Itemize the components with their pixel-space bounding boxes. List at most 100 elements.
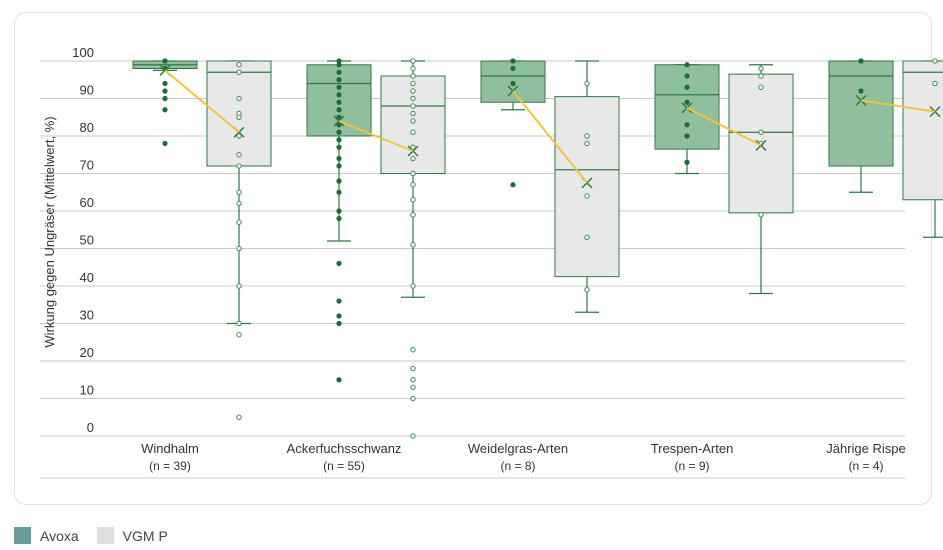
data-point xyxy=(162,95,168,102)
y-tick-label: 40 xyxy=(80,270,94,285)
data-point xyxy=(410,365,416,372)
data-point xyxy=(336,155,342,162)
data-point xyxy=(410,58,416,64)
data-point xyxy=(684,122,690,128)
box-avoxa xyxy=(654,62,720,175)
data-point xyxy=(336,114,342,120)
data-point xyxy=(684,159,690,165)
x-tick-sublabel: (n = 8) xyxy=(500,459,535,473)
y-tick-label: 10 xyxy=(80,383,94,398)
data-point xyxy=(336,137,342,143)
legend-swatch-avoxa xyxy=(14,527,31,544)
data-point xyxy=(236,114,242,120)
data-point xyxy=(410,395,416,402)
data-point xyxy=(236,95,242,102)
mean-connector xyxy=(164,69,240,134)
x-tick-sublabel: (n = 4) xyxy=(848,459,883,473)
data-point xyxy=(236,414,242,420)
data-point xyxy=(410,433,416,439)
data-point xyxy=(336,189,342,195)
data-point xyxy=(410,103,416,109)
data-point xyxy=(510,65,516,72)
data-point xyxy=(584,193,590,199)
data-point xyxy=(162,140,168,147)
data-point xyxy=(336,62,342,68)
data-point xyxy=(410,65,416,72)
data-point xyxy=(410,283,416,289)
data-point xyxy=(510,80,516,87)
y-tick-label: 50 xyxy=(80,233,94,248)
box-vgm-p xyxy=(554,60,620,313)
data-point xyxy=(684,133,690,139)
data-point xyxy=(510,58,516,64)
data-point xyxy=(410,377,416,383)
mean-lines xyxy=(164,69,936,184)
data-point xyxy=(336,69,342,75)
data-point xyxy=(758,65,764,72)
data-point xyxy=(410,155,416,162)
data-point xyxy=(162,58,168,64)
data-point xyxy=(236,245,242,252)
data-point xyxy=(236,163,242,169)
data-point xyxy=(336,122,342,128)
data-point xyxy=(684,99,690,105)
data-point xyxy=(236,200,242,207)
data-point xyxy=(336,178,342,184)
data-point xyxy=(410,144,416,150)
data-point xyxy=(336,260,342,267)
box-iqr xyxy=(828,60,894,167)
box-avoxa xyxy=(306,58,372,383)
data-point xyxy=(410,73,416,79)
data-point xyxy=(236,332,242,338)
legend-item-avoxa[interactable]: Avoxa xyxy=(14,527,79,544)
data-point xyxy=(410,110,416,117)
legend-swatch-vgm-p xyxy=(96,527,114,544)
box-vgm-p xyxy=(728,64,794,295)
data-point xyxy=(510,182,516,188)
data-point xyxy=(410,170,416,177)
legend-item-vgm-p[interactable]: VGM P xyxy=(96,527,168,544)
data-point xyxy=(584,80,590,87)
y-tick-label: 70 xyxy=(80,158,94,173)
data-point xyxy=(336,298,342,304)
data-point xyxy=(336,84,342,90)
data-point xyxy=(758,84,764,90)
data-point xyxy=(858,58,864,64)
x-tick-labels: Windhalm (n = 39) Ackerfuchsschwanz (n = 55… xyxy=(141,441,906,473)
mean-connector xyxy=(860,99,936,113)
y-tick-label: 100 xyxy=(72,45,94,60)
data-point xyxy=(336,163,342,169)
data-point xyxy=(236,189,242,195)
legend-label-vgm-p: VGM P xyxy=(122,527,168,544)
mean-connector xyxy=(512,90,588,184)
data-point xyxy=(684,73,690,79)
box-avoxa xyxy=(480,58,546,188)
mean-connector xyxy=(686,106,762,147)
data-point xyxy=(236,283,242,289)
data-point xyxy=(162,80,168,87)
data-point xyxy=(410,129,416,135)
x-tick-label: Ackerfuchsschwanz xyxy=(287,441,402,456)
data-point xyxy=(932,80,938,87)
y-tick-label: 30 xyxy=(80,308,94,323)
data-point xyxy=(410,242,416,248)
data-point xyxy=(758,73,764,79)
y-axis-label: Wirkung gegen Ungräser (Mittelwert, %) xyxy=(42,116,57,347)
legend-label-avoxa: Avoxa xyxy=(40,527,79,544)
data-point xyxy=(336,107,342,113)
data-point xyxy=(410,212,416,218)
x-tick-label: Jährige Rispe xyxy=(826,441,906,456)
data-point xyxy=(336,92,342,98)
data-point xyxy=(336,129,342,135)
legend: Avoxa VGM P xyxy=(14,527,186,544)
data-point xyxy=(336,320,342,327)
data-point xyxy=(410,384,416,390)
data-point xyxy=(758,129,764,135)
x-tick-sublabel: (n = 39) xyxy=(149,459,191,473)
data-point xyxy=(336,377,342,383)
data-point xyxy=(162,107,168,113)
data-point xyxy=(584,234,590,240)
data-point xyxy=(336,144,342,150)
box-avoxa xyxy=(828,58,894,193)
y-tick-labels: 0 10 20 30 40 50 60 70 80 90 100 xyxy=(72,45,94,435)
